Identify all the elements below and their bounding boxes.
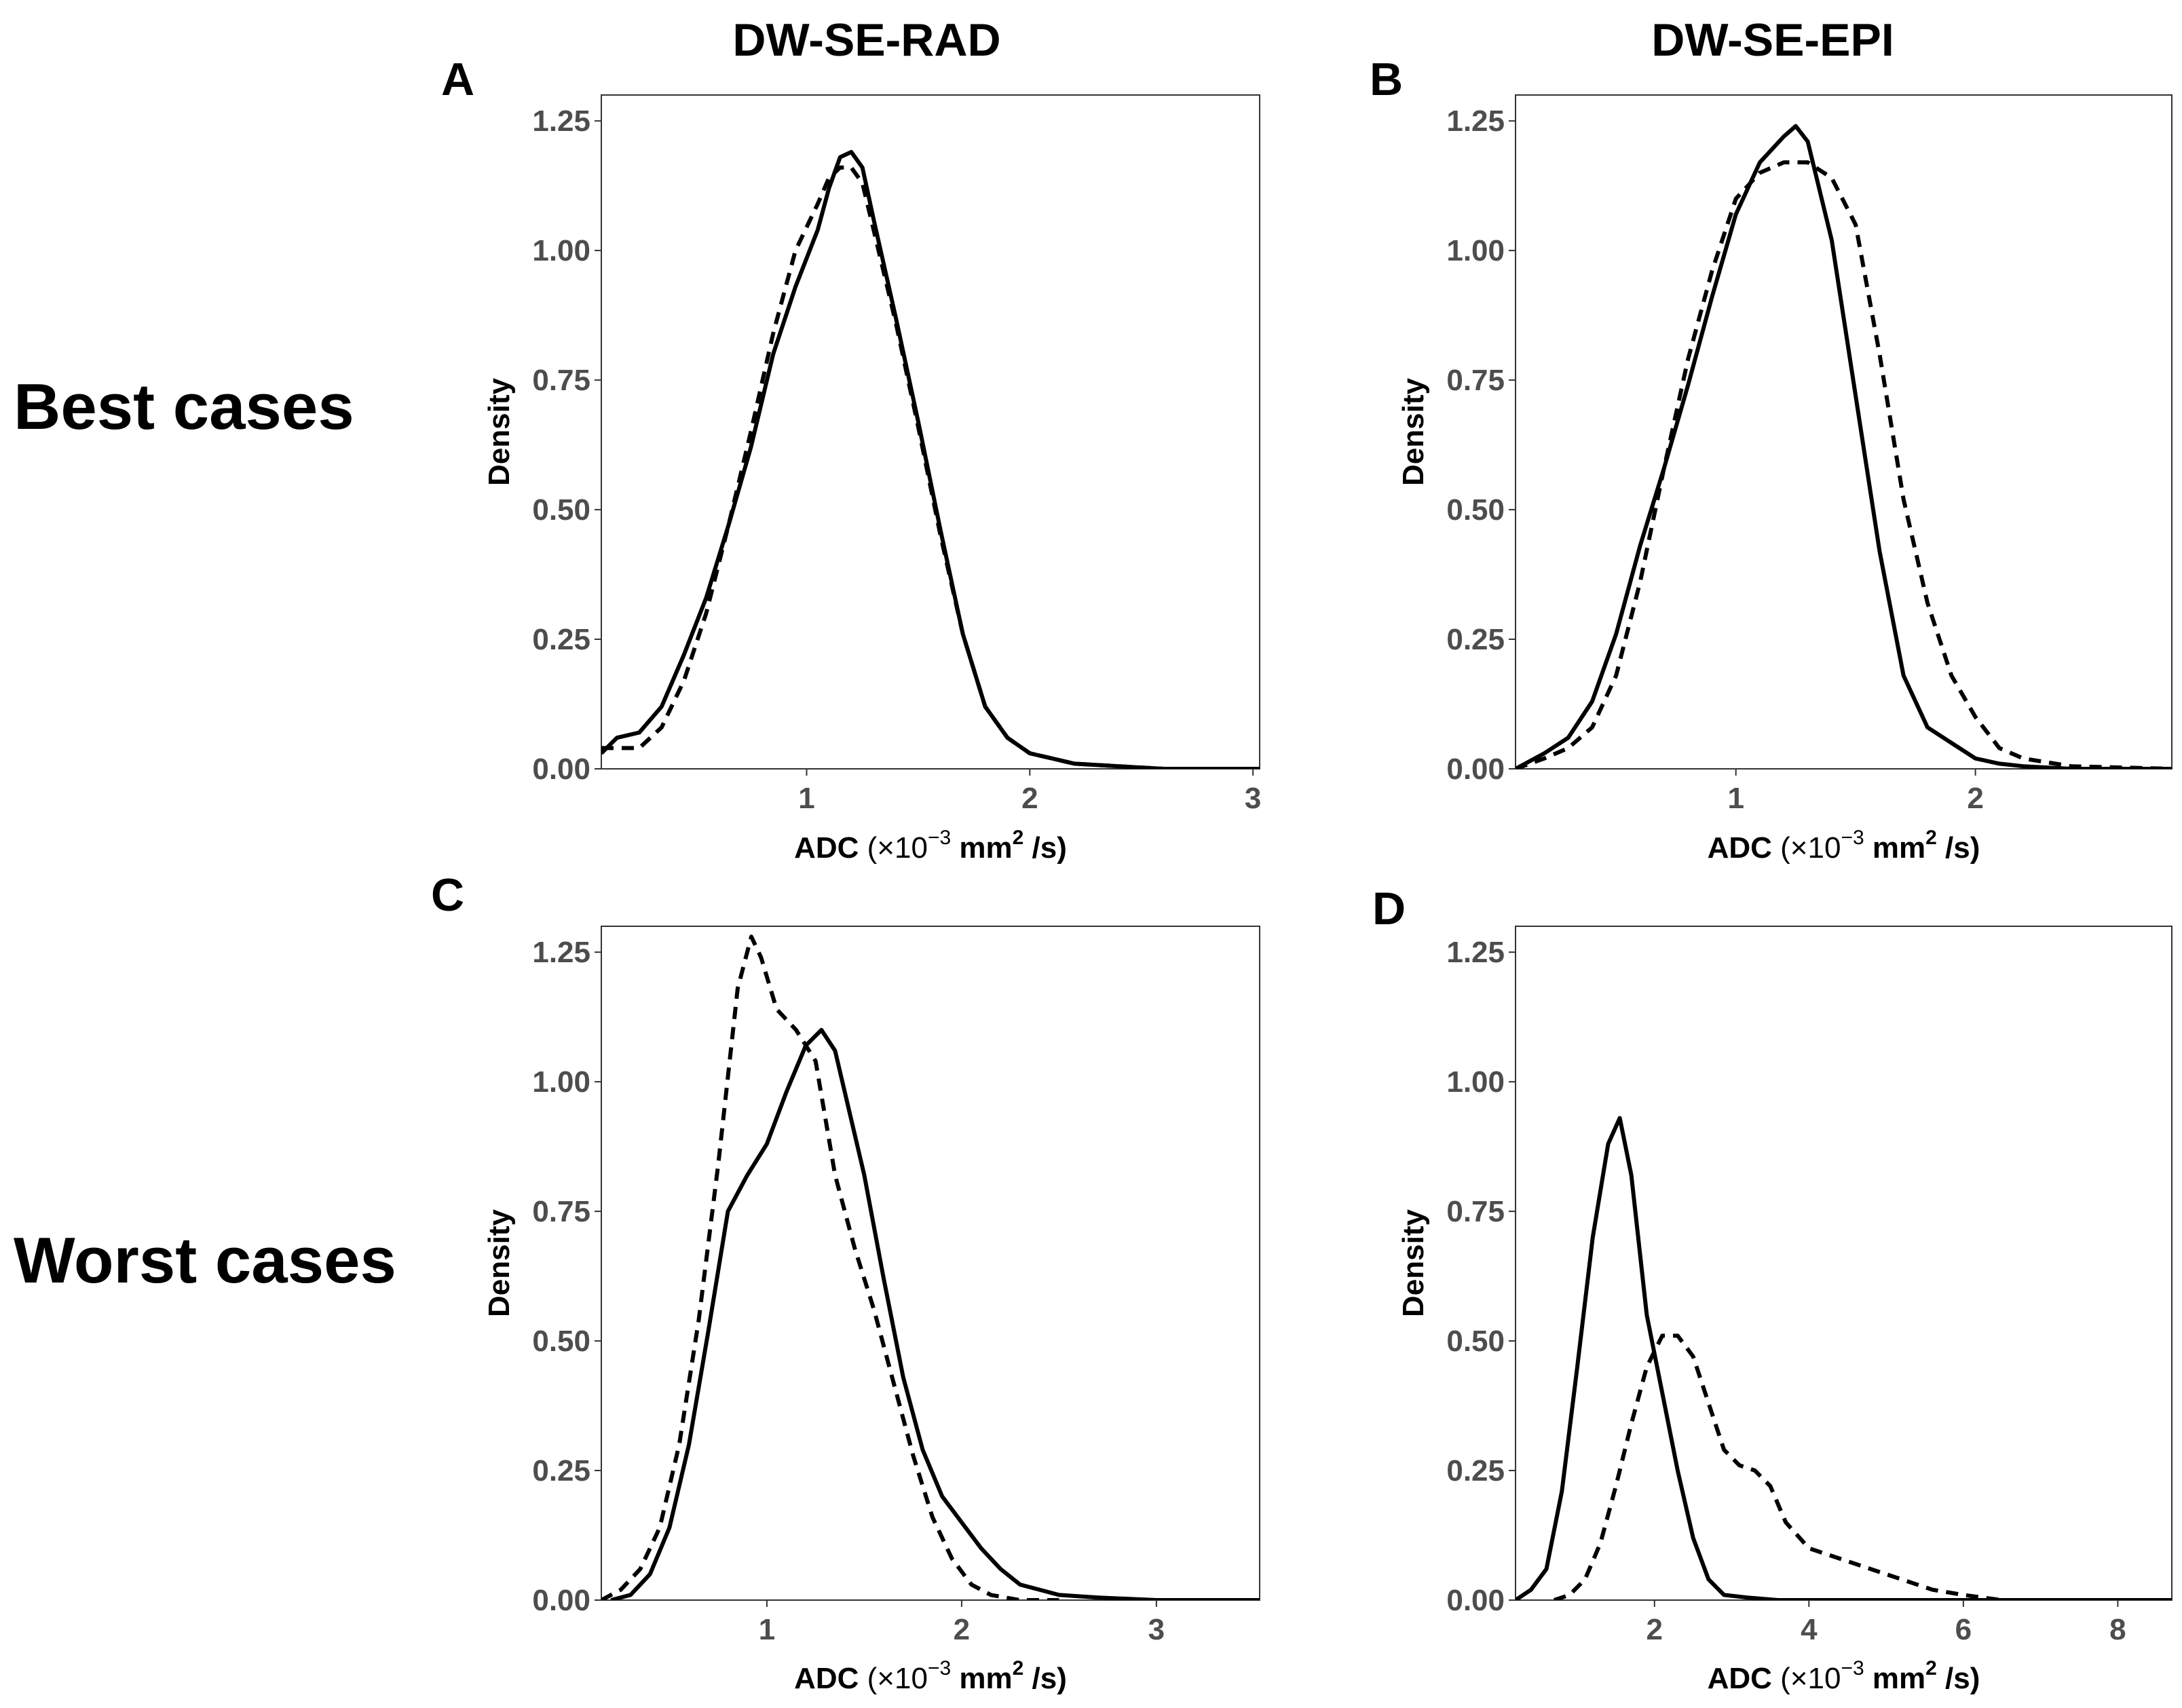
- x-axis-unit-exponent: −3: [928, 1657, 951, 1679]
- x-axis-unit-exponent2: 2: [1925, 827, 1937, 849]
- x-axis-unit-prefix: (×10: [867, 831, 928, 865]
- x-tick-label: 2: [954, 1613, 970, 1646]
- series-line-solid: [1516, 124, 2172, 769]
- y-tick-label: 0.50: [1446, 493, 1505, 527]
- x-axis-unit-exponent: −3: [928, 827, 951, 849]
- y-tick-label: 0.25: [532, 1454, 590, 1487]
- x-tick-label: 2: [1021, 782, 1038, 815]
- x-axis-title-main: ADC: [1708, 831, 1781, 865]
- column-title-rad: DW-SE-RAD: [732, 14, 1000, 66]
- y-tick-label: 0.50: [1446, 1325, 1505, 1358]
- y-tick-label: 1.25: [532, 105, 590, 138]
- y-tick-label: 0.25: [532, 623, 590, 656]
- panel-d: D 0.00 0.25 0.50 0.75 1.00 1.25 2 4 6 8 ADC (×10−3 …: [1372, 883, 2172, 1695]
- y-tick-label: 1.00: [532, 234, 590, 267]
- x-axis-title: ADC (×10−3 mm2 /s): [794, 827, 1067, 865]
- y-tick-label: 0.75: [1446, 1195, 1505, 1228]
- x-axis-unit-prefix: (×10: [867, 1662, 928, 1695]
- x-tick-label: 6: [1955, 1613, 1972, 1646]
- x-axis-unit-prefix: (×10: [1780, 831, 1841, 865]
- y-axis-title: Density: [483, 378, 516, 486]
- x-axis-title-main: ADC: [1708, 1662, 1781, 1695]
- panel-letter: D: [1372, 883, 1406, 934]
- x-axis-unit-prefix: (×10: [1780, 1662, 1841, 1695]
- y-tick-label: 0.75: [1446, 364, 1505, 397]
- x-axis-title-main: ADC: [794, 1662, 867, 1695]
- x-tick-label: 1: [759, 1613, 775, 1646]
- y-tick-label: 0.50: [532, 493, 590, 527]
- series-line-solid: [601, 150, 1260, 769]
- x-axis-unit-mm: mm: [951, 831, 1012, 865]
- series-line-solid: [610, 1027, 1260, 1600]
- x-axis-unit-mm: mm: [1864, 1662, 1925, 1695]
- series-line-solid: [1516, 1116, 2172, 1600]
- x-tick-label: 1: [1727, 782, 1744, 815]
- x-axis-unit-mm: mm: [951, 1662, 1012, 1695]
- y-tick-label: 0.00: [1446, 1584, 1505, 1617]
- y-axis-title: Density: [483, 1209, 516, 1317]
- y-tick-label: 0.50: [532, 1325, 590, 1358]
- x-axis-unit-suffix: /s): [1023, 1662, 1067, 1695]
- x-axis-unit-exponent2: 2: [1013, 827, 1024, 849]
- x-axis-title: ADC (×10−3 mm2 /s): [1708, 1657, 1980, 1695]
- y-tick-label: 1.00: [1446, 1065, 1505, 1099]
- y-tick-label: 1.25: [1446, 936, 1505, 969]
- panel-letter: A: [441, 54, 474, 105]
- x-axis-title-main: ADC: [794, 831, 867, 865]
- x-axis-unit-exponent: −3: [1841, 1657, 1864, 1679]
- x-axis-title: ADC (×10−3 mm2 /s): [794, 1657, 1067, 1695]
- row-title-best: Best cases: [14, 371, 354, 443]
- x-axis-unit-mm: mm: [1864, 831, 1925, 865]
- x-tick-label: 8: [2109, 1613, 2126, 1646]
- panel-a: A 0.00 0.25 0.50 0.75 1.00 1.25 1 2 3 ADC (×10−3 m…: [441, 54, 1261, 865]
- y-tick-label: 0.00: [532, 1584, 590, 1617]
- y-axis-title: Density: [1397, 1209, 1430, 1317]
- y-tick-label: 1.00: [532, 1065, 590, 1099]
- plot-frame: [1515, 94, 2172, 770]
- y-tick-label: 0.75: [532, 364, 590, 397]
- x-axis-unit-suffix: /s): [1937, 1662, 1980, 1695]
- x-axis-unit-exponent: −3: [1841, 827, 1864, 849]
- y-tick-label: 0.75: [532, 1195, 590, 1228]
- panel-letter: C: [431, 869, 464, 921]
- x-axis-unit-exponent2: 2: [1925, 1657, 1937, 1679]
- x-tick-label: 3: [1148, 1613, 1165, 1646]
- series-line-dashed: [1553, 1333, 2172, 1600]
- y-tick-label: 0.25: [1446, 1454, 1505, 1487]
- plot-frame: [601, 94, 1260, 770]
- plot-frame: [601, 926, 1260, 1601]
- y-tick-label: 0.00: [1446, 753, 1505, 786]
- x-axis-title: ADC (×10−3 mm2 /s): [1708, 827, 1980, 865]
- x-tick-label: 1: [798, 782, 814, 815]
- column-title-epi: DW-SE-EPI: [1651, 14, 1894, 66]
- x-axis-unit-suffix: /s): [1023, 831, 1067, 865]
- x-tick-label: 2: [1967, 782, 1983, 815]
- x-tick-label: 2: [1647, 1613, 1663, 1646]
- x-tick-label: 4: [1801, 1613, 1818, 1646]
- y-tick-label: 1.25: [1446, 105, 1505, 138]
- y-tick-label: 1.25: [532, 936, 590, 969]
- y-tick-label: 0.00: [532, 753, 590, 786]
- y-tick-label: 1.00: [1446, 234, 1505, 267]
- series-line-dashed: [601, 934, 1059, 1600]
- series-line-dashed: [601, 165, 1260, 769]
- x-axis-unit-exponent2: 2: [1013, 1657, 1024, 1679]
- y-tick-label: 0.25: [1446, 623, 1505, 656]
- panel-letter: B: [1370, 54, 1403, 105]
- panel-c: C 0.00 0.25 0.50 0.75 1.00 1.25 1 2 3 ADC (×10−3 m…: [431, 869, 1260, 1695]
- y-axis-title: Density: [1397, 378, 1430, 486]
- row-title-worst: Worst cases: [14, 1224, 396, 1297]
- x-axis-unit-suffix: /s): [1937, 831, 1980, 865]
- x-tick-label: 3: [1245, 782, 1261, 815]
- series-line-dashed: [1516, 160, 2172, 769]
